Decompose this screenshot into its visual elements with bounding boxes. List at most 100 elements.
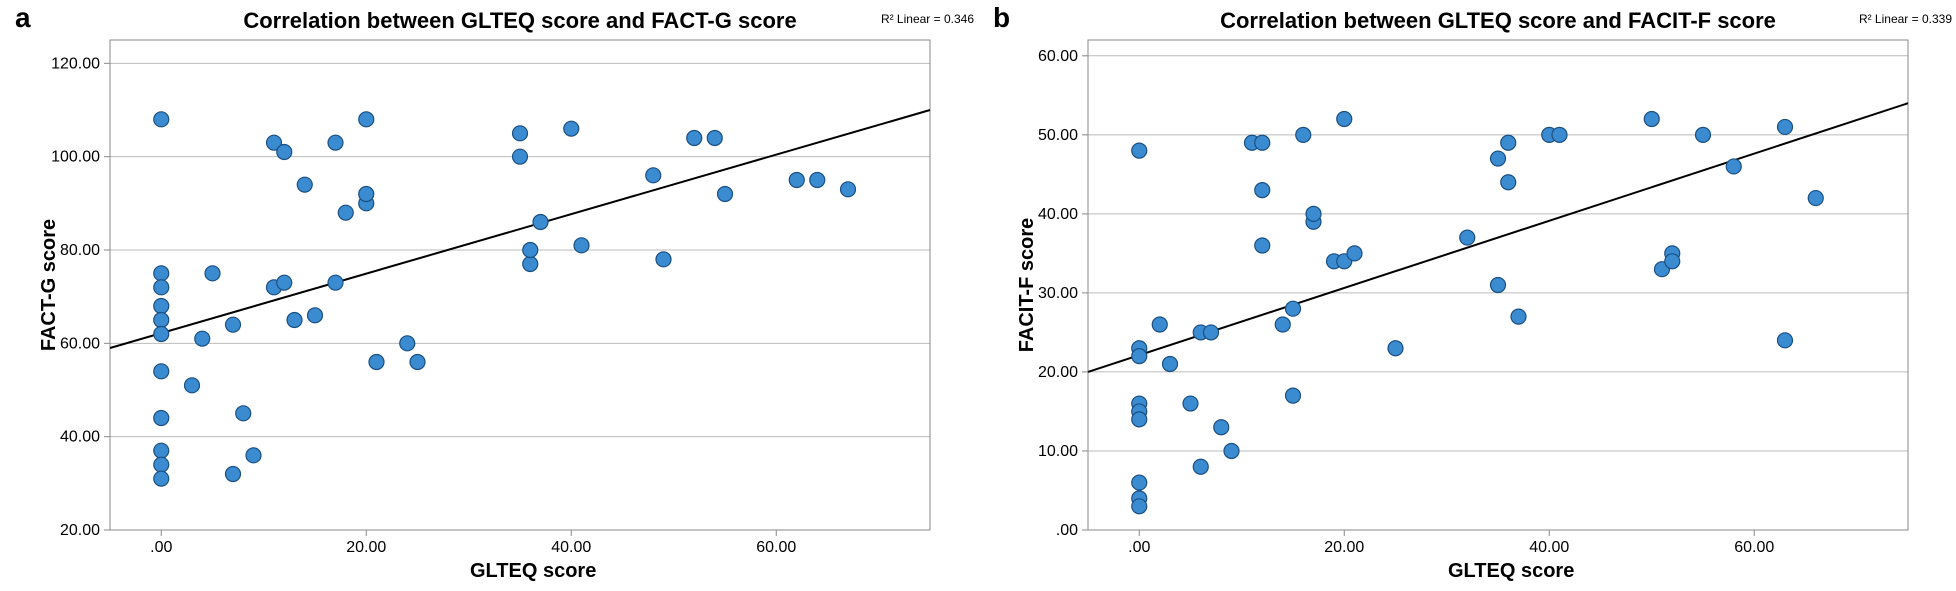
data-point <box>1204 325 1219 340</box>
data-point <box>154 280 169 295</box>
data-point <box>359 112 374 127</box>
data-point <box>1306 206 1321 221</box>
chart-title: Correlation between GLTEQ score and FACT… <box>243 8 796 34</box>
data-point <box>1460 230 1475 245</box>
data-point <box>810 173 825 188</box>
data-point <box>154 266 169 281</box>
data-point <box>1552 127 1567 142</box>
data-point <box>1286 388 1301 403</box>
y-tick-label: .00 <box>1056 522 1078 539</box>
data-point <box>154 327 169 342</box>
data-point <box>1501 175 1516 190</box>
data-point <box>154 364 169 379</box>
data-point <box>1388 341 1403 356</box>
x-tick-label: 60.00 <box>756 539 796 556</box>
y-tick-label: 120.00 <box>51 55 100 72</box>
r2-annotation: R² Linear = 0.346 <box>881 12 974 26</box>
data-point <box>246 448 261 463</box>
y-tick-label: 30.00 <box>1038 285 1078 302</box>
data-point <box>1644 112 1659 127</box>
data-point <box>523 243 538 258</box>
data-point <box>574 238 589 253</box>
data-point <box>1296 127 1311 142</box>
data-point <box>1501 135 1516 150</box>
data-point <box>277 275 292 290</box>
data-point <box>1778 119 1793 134</box>
x-tick-label: 20.00 <box>346 539 386 556</box>
x-tick-label: 20.00 <box>1324 539 1364 556</box>
y-tick-label: 80.00 <box>60 242 100 259</box>
data-point <box>1224 443 1239 458</box>
data-point <box>410 355 425 370</box>
data-point <box>154 471 169 486</box>
x-tick-label: 60.00 <box>1734 539 1774 556</box>
data-point <box>1163 357 1178 372</box>
data-point <box>1193 459 1208 474</box>
data-point <box>1665 254 1680 269</box>
data-point <box>523 257 538 272</box>
y-tick-label: 20.00 <box>60 522 100 539</box>
x-tick-label: 40.00 <box>551 539 591 556</box>
data-point <box>287 313 302 328</box>
data-point <box>185 378 200 393</box>
data-point <box>1132 499 1147 514</box>
data-point <box>205 266 220 281</box>
y-axis-label: FACIT-F score <box>1016 218 1039 352</box>
data-point <box>369 355 384 370</box>
data-point <box>1808 191 1823 206</box>
data-point <box>1132 475 1147 490</box>
data-point <box>154 411 169 426</box>
r2-annotation: R² Linear = 0.339 <box>1859 12 1952 26</box>
x-tick-label: .00 <box>150 539 172 556</box>
data-point <box>1337 112 1352 127</box>
data-point <box>1696 127 1711 142</box>
data-point <box>789 173 804 188</box>
data-point <box>154 457 169 472</box>
data-point <box>513 126 528 141</box>
data-point <box>1214 420 1229 435</box>
panel-letter: a <box>15 2 31 34</box>
data-point <box>1132 349 1147 364</box>
data-point <box>1132 412 1147 427</box>
data-point <box>195 331 210 346</box>
x-tick-label: .00 <box>1128 539 1150 556</box>
scatter-plot: .0010.0020.0030.0040.0050.0060.00.0020.0… <box>1088 40 1908 530</box>
data-point <box>1255 238 1270 253</box>
chart-title: Correlation between GLTEQ score and FACI… <box>1220 8 1776 34</box>
data-point <box>328 275 343 290</box>
data-point <box>1132 143 1147 158</box>
data-point <box>1275 317 1290 332</box>
y-tick-label: 100.00 <box>51 149 100 166</box>
data-point <box>718 187 733 202</box>
data-point <box>707 131 722 146</box>
data-point <box>154 313 169 328</box>
scatter-plot: 20.0040.0060.0080.00100.00120.00.0020.00… <box>110 40 930 530</box>
data-point <box>687 131 702 146</box>
data-point <box>226 317 241 332</box>
data-point <box>1491 151 1506 166</box>
data-point <box>1347 246 1362 261</box>
y-tick-label: 60.00 <box>60 335 100 352</box>
data-point <box>1726 159 1741 174</box>
y-tick-label: 50.00 <box>1038 127 1078 144</box>
y-tick-label: 20.00 <box>1038 364 1078 381</box>
data-point <box>533 215 548 230</box>
data-point <box>308 308 323 323</box>
y-tick-label: 40.00 <box>60 429 100 446</box>
data-point <box>277 145 292 160</box>
data-point <box>338 205 353 220</box>
panel-b: b Correlation between GLTEQ score and FAC… <box>978 0 1956 591</box>
data-point <box>236 406 251 421</box>
x-axis-label: GLTEQ score <box>1448 560 1574 583</box>
data-point <box>400 336 415 351</box>
data-point <box>1255 135 1270 150</box>
data-point <box>646 168 661 183</box>
panel-a: a Correlation between GLTEQ score and FAC… <box>0 0 978 591</box>
data-point <box>1152 317 1167 332</box>
panel-letter: b <box>993 2 1010 34</box>
data-point <box>1183 396 1198 411</box>
x-tick-label: 40.00 <box>1529 539 1569 556</box>
y-tick-label: 10.00 <box>1038 443 1078 460</box>
fit-line <box>110 110 930 348</box>
x-axis-label: GLTEQ score <box>470 560 596 583</box>
